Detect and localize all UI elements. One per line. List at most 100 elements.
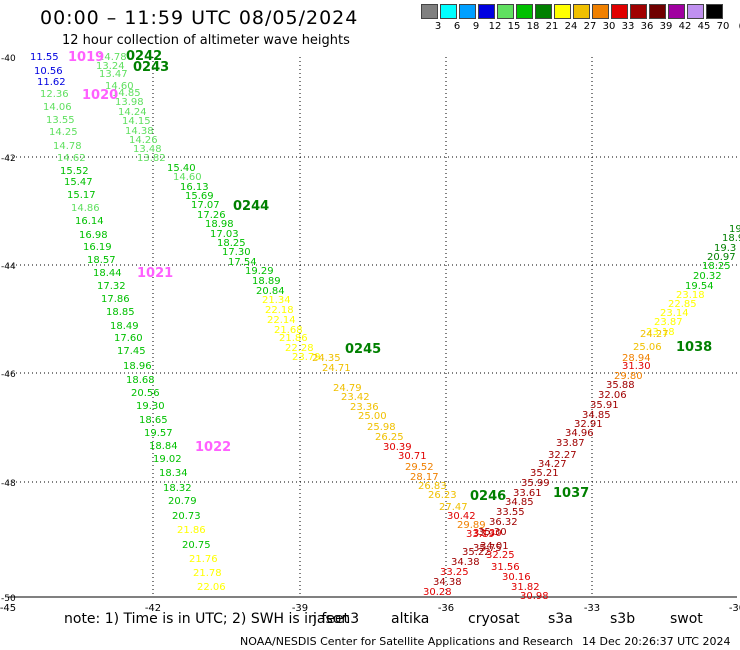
- lat-tick-label: -50: [1, 594, 16, 604]
- lat-tick-label: -48: [1, 479, 16, 489]
- swh-value: 28.94: [622, 353, 651, 364]
- swh-value: 18.89: [252, 276, 281, 287]
- pass-label: 0244: [233, 199, 269, 214]
- swh-value: 27.47: [439, 502, 468, 513]
- swh-value: 14.06: [43, 102, 72, 113]
- swh-value: 29.89: [457, 520, 486, 531]
- swh-value: 32.25: [486, 550, 515, 561]
- scale-swatch: [497, 4, 514, 19]
- scale-unit: (ft): [731, 21, 740, 32]
- scale-label: 45: [697, 21, 711, 32]
- swh-value: 16.14: [75, 216, 104, 227]
- swh-value: 22.06: [197, 582, 226, 593]
- scale-label: 21: [545, 21, 559, 32]
- swh-value: 10.56: [34, 66, 63, 77]
- swh-value: 32.27: [548, 450, 577, 461]
- swh-value: 19: [729, 224, 740, 235]
- swh-value: 14.60: [173, 172, 202, 183]
- swh-value: 31.30: [622, 361, 651, 372]
- scale-swatch: [554, 4, 571, 19]
- swh-value: 23.14: [660, 308, 689, 319]
- footer-note: note: 1) Time is in UTC; 2) SWH is in fe…: [64, 611, 350, 627]
- swh-value: 18.25: [217, 238, 246, 249]
- swh-value: 18.68: [126, 375, 155, 386]
- swh-value: 32.91: [574, 419, 603, 430]
- scale-swatch: [440, 4, 457, 19]
- swh-value: 23.79: [292, 352, 321, 363]
- pass-label: 1038: [676, 340, 712, 355]
- swh-value: 33.87: [556, 438, 585, 449]
- swh-value: 34.27: [538, 459, 567, 470]
- legend-cryosat: cryosat: [468, 611, 520, 627]
- page-subtitle: 12 hour collection of altimeter wave hei…: [62, 33, 350, 48]
- swh-value: 22.28: [285, 343, 314, 354]
- swh-value: 24.27: [640, 329, 669, 340]
- swh-value: 18.96: [123, 361, 152, 372]
- swh-value: 29.52: [405, 462, 434, 473]
- swh-value: 26.25: [375, 432, 404, 443]
- pass-label: 0245: [345, 342, 381, 357]
- scale-label: 6: [453, 21, 461, 32]
- swh-value: 14.25: [49, 127, 78, 138]
- scale-swatch: [535, 4, 552, 19]
- swh-value: 19.3: [714, 243, 736, 254]
- swh-value: 17.86: [101, 294, 130, 305]
- swh-value: 33.30: [473, 528, 502, 539]
- map-axis-labels: -45 -42 -39 -36 -33 -30 -40 -42 -44 -46 -48 -50: [0, 54, 740, 614]
- scale-label: 24: [564, 21, 578, 32]
- swh-value: 25.00: [358, 411, 387, 422]
- swh-value: 30.98: [520, 591, 549, 602]
- swh-value: 17.32: [97, 281, 126, 292]
- swh-value: 15.69: [185, 191, 214, 202]
- swh-value: 32.06: [598, 390, 627, 401]
- swh-value: 15.52: [60, 166, 89, 177]
- scale-label: 3: [434, 21, 442, 32]
- swh-value: 14.78: [98, 52, 127, 63]
- swh-value: 18.25: [702, 261, 731, 272]
- scale-swatch: [649, 4, 666, 19]
- swh-value: 20.75: [182, 540, 211, 551]
- swh-value: 23.87: [654, 317, 683, 328]
- swh-value: 35.21: [530, 468, 559, 479]
- lon-tick-label: -45: [0, 603, 16, 614]
- scale-label: 42: [678, 21, 692, 32]
- swh-value: 11.55: [30, 52, 59, 63]
- swh-value: 18.49: [110, 321, 139, 332]
- swh-value: 23.18: [676, 290, 705, 301]
- scale-label: 70: [716, 21, 730, 32]
- swh-value: 34.96: [565, 428, 594, 439]
- legend-jason3: jason3: [313, 611, 360, 627]
- swh-value: 14.38: [125, 126, 154, 137]
- swh-value: 20.73: [172, 511, 201, 522]
- swh-value: 22.14: [267, 315, 296, 326]
- swh-value: 17.26: [197, 210, 226, 221]
- swh-value: 20.79: [168, 496, 197, 507]
- swh-value: 30.42: [447, 511, 476, 522]
- scale-swatch: [516, 4, 533, 19]
- swh-value: 22.85: [668, 299, 697, 310]
- swh-value: 30.71: [398, 451, 427, 462]
- swh-value: 35.75: [473, 543, 502, 554]
- swh-value: 18.34: [159, 468, 188, 479]
- swh-value: 33.25: [440, 567, 469, 578]
- swh-value: 18.98: [205, 219, 234, 230]
- swh-value: 34.01: [480, 541, 509, 552]
- swh-value: 19.54: [685, 281, 714, 292]
- swh-value: 20.32: [693, 271, 722, 282]
- swh-value: 35.91: [590, 400, 619, 411]
- swh-value: 16.98: [79, 230, 108, 241]
- lat-tick-label: -40: [1, 54, 16, 64]
- swh-value: 18.57: [87, 255, 116, 266]
- legend-s3b: s3b: [610, 611, 636, 627]
- swh-value: 35.30: [478, 527, 507, 538]
- scale-label: 33: [621, 21, 635, 32]
- swh-value: 13.48: [133, 144, 162, 155]
- swh-value: 16.13: [180, 182, 209, 193]
- scale-swatch: [592, 4, 609, 19]
- swh-value: 14.15: [122, 116, 151, 127]
- swh-value: 18.85: [106, 307, 135, 318]
- scale-swatch: [630, 4, 647, 19]
- pass-label: 1037: [553, 486, 589, 501]
- pass-label: 0243: [133, 60, 169, 75]
